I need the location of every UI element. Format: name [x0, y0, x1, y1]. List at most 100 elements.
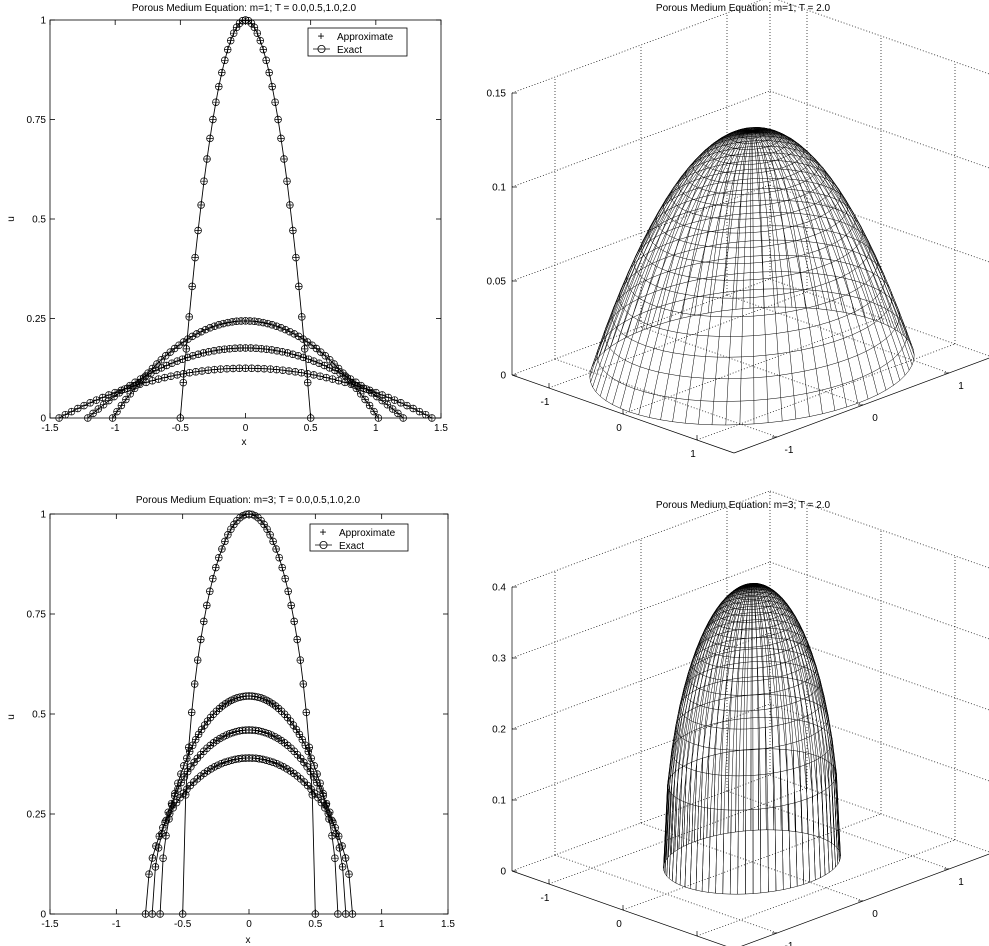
exact-point [316, 785, 324, 793]
exact-point [283, 177, 291, 185]
approximate-point [153, 360, 161, 368]
approximate-point [325, 810, 332, 817]
mesh-skirt [668, 795, 674, 879]
approximate-point [255, 318, 262, 326]
approximate-point [335, 377, 342, 384]
approximate-point [276, 554, 283, 561]
mesh-spoke [737, 585, 753, 895]
approximate-point [397, 399, 404, 406]
mesh-spoke [599, 130, 753, 397]
approximate-point [297, 656, 304, 664]
exact-point [200, 721, 209, 729]
approximate-point [303, 709, 310, 716]
series-T-0 [178, 510, 320, 918]
exact-point [260, 364, 268, 373]
approximate-point [187, 763, 195, 770]
approximate-point [272, 702, 279, 710]
exact-point [250, 23, 259, 32]
approximate-point [308, 342, 316, 349]
z-tick-label: 0 [500, 867, 506, 878]
mesh-skirt [737, 810, 739, 895]
approximate-point [332, 824, 339, 831]
approximate-point [285, 367, 293, 375]
exact-point [294, 351, 302, 360]
approximate-point [313, 779, 320, 786]
exact-point [322, 799, 331, 808]
x-tick-label: 1.5 [441, 919, 455, 930]
chart-title: Porous Medium Equation: m=1; T = 2.0 [656, 3, 831, 14]
x-tick-label: -1 [111, 423, 120, 434]
mesh-skirt [827, 761, 832, 844]
x-tick-label: 0 [616, 919, 622, 930]
exact-point [200, 617, 208, 626]
approximate-point [306, 744, 313, 751]
mesh-skirt [765, 748, 767, 830]
exact-point [299, 353, 308, 362]
exact-point [189, 351, 197, 360]
mesh-spoke [701, 584, 753, 892]
mesh-spoke [590, 130, 753, 383]
mesh-spoke [664, 584, 753, 874]
exact-point [286, 717, 295, 725]
approximate-point [260, 46, 267, 53]
approximate-point [308, 755, 315, 762]
exact-point [228, 318, 236, 326]
exact-point [197, 201, 205, 209]
approximate-point [307, 768, 314, 775]
exact-point [257, 516, 265, 525]
approximate-point [229, 318, 236, 326]
approximate-point [321, 362, 328, 369]
mesh-skirt [695, 806, 699, 891]
approximate-point [213, 708, 220, 715]
approximate-point [328, 817, 335, 824]
mesh-spoke [610, 130, 753, 347]
legend: + Approximate Exact [307, 27, 408, 57]
exact-point [215, 346, 223, 354]
exact-point [232, 23, 241, 32]
approximate-point [304, 379, 311, 386]
legend: + Approximate Exact [309, 523, 409, 552]
mesh-skirt [810, 753, 815, 836]
approximate-point [152, 863, 159, 871]
mesh-spoke [751, 583, 759, 831]
mesh-skirt [665, 777, 671, 860]
mesh-spoke [751, 127, 793, 308]
mesh-spoke [751, 583, 782, 831]
exact-point [180, 762, 188, 770]
y-axis-label: u [6, 216, 17, 222]
exact-point [210, 365, 219, 374]
exact-point [278, 563, 286, 572]
approximate-point [385, 394, 392, 401]
exact-point [229, 29, 238, 37]
approximate-point [336, 370, 344, 377]
approximate-point [322, 352, 329, 359]
exact-point [286, 201, 294, 209]
exact-point [113, 407, 121, 416]
exact-point [201, 325, 210, 334]
exact-point [279, 366, 287, 374]
approximate-point [167, 348, 174, 356]
approximate-point [331, 367, 339, 374]
exact-point [203, 155, 211, 163]
exact-point [280, 155, 288, 163]
mesh-spoke [739, 130, 753, 425]
approximate-point [224, 531, 232, 538]
mesh-spoke [720, 583, 753, 835]
mesh-spoke [689, 584, 753, 889]
exact-point [268, 82, 276, 91]
approximate-point [171, 345, 178, 352]
mesh-spoke [679, 584, 753, 886]
x-tick-label: 0 [246, 919, 252, 930]
approximate-point [198, 726, 205, 733]
exact-point [277, 707, 286, 715]
exact-point [321, 352, 330, 360]
exact-point [206, 587, 214, 596]
mesh-spoke [649, 130, 753, 418]
exact-point [183, 353, 192, 362]
mesh-skirt [824, 759, 829, 841]
exact-point [302, 708, 311, 717]
approximate-point [189, 283, 196, 290]
exact-point [159, 854, 167, 862]
approximate-point [161, 374, 168, 381]
y-tick-label: 0.25 [27, 314, 47, 325]
